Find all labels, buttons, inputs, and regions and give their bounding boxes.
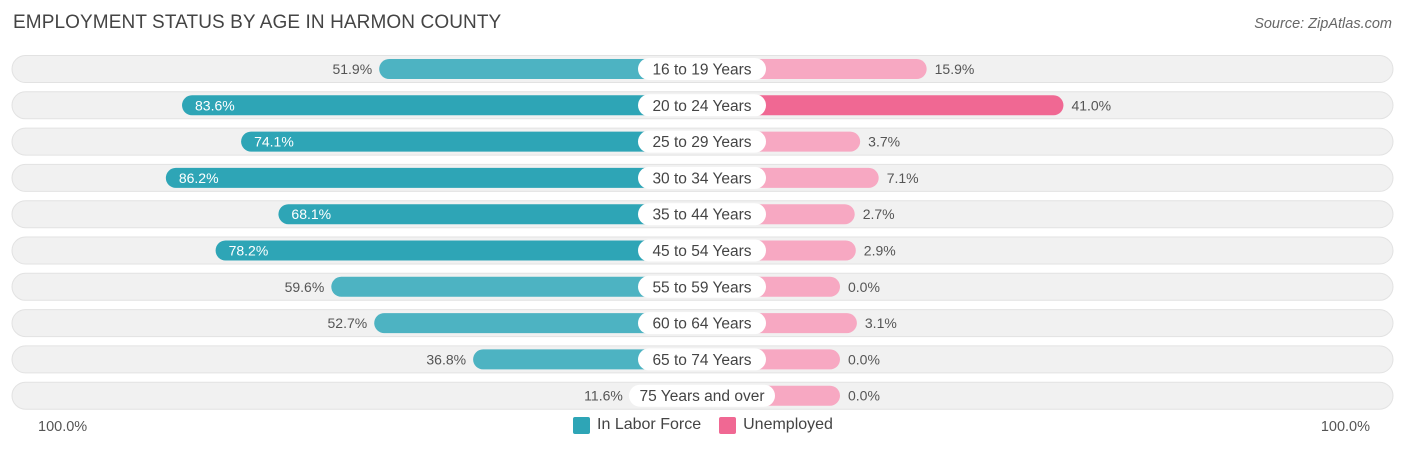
- legend-swatch-unemployed: [719, 416, 737, 434]
- value-label-labor-force: 59.6%: [285, 279, 325, 295]
- category-pill: [638, 239, 766, 262]
- value-label-unemployed: 0.0%: [848, 388, 880, 404]
- category-label: 25 to 29 Years: [652, 134, 751, 151]
- category-pill: [629, 384, 775, 407]
- value-label-labor-force: 52.7%: [328, 315, 368, 331]
- chart-row-9: 65 to 74 Years 36.8% 0.0%: [11, 345, 1394, 374]
- bar-labor-force: [241, 131, 702, 152]
- value-label-labor-force: 86.2%: [179, 170, 219, 186]
- category-label: 60 to 64 Years: [652, 316, 751, 333]
- value-label-unemployed: 2.9%: [864, 243, 896, 259]
- legend: In Labor Force Unemployed: [0, 416, 1406, 434]
- bar-labor-force: [215, 240, 702, 261]
- chart-row-8: 60 to 64 Years 52.7% 3.1%: [11, 309, 1394, 338]
- value-label-unemployed: 2.7%: [863, 206, 895, 222]
- category-pill: [638, 94, 766, 117]
- chart-row-7: 55 to 59 Years 59.6% 0.0%: [11, 272, 1394, 301]
- category-pill: [638, 348, 766, 371]
- category-label: 45 to 54 Years: [652, 243, 751, 260]
- category-label: 35 to 44 Years: [652, 207, 751, 224]
- category-label: 75 Years and over: [640, 388, 765, 405]
- chart-row-3: 25 to 29 Years 74.1% 3.7%: [11, 127, 1394, 156]
- category-pill: [638, 275, 766, 298]
- category-label: 65 to 74 Years: [652, 352, 751, 369]
- axis-right-label: 100.0%: [1320, 419, 1370, 435]
- value-label-labor-force: 78.2%: [229, 243, 269, 259]
- category-pill: [638, 312, 766, 335]
- value-label-unemployed: 41.0%: [1071, 97, 1111, 113]
- bar-labor-force: [331, 276, 702, 297]
- bar-labor-force: [278, 204, 702, 225]
- chart-row-2: 20 to 24 Years 83.6% 41.0%: [11, 91, 1394, 120]
- chart-row-1: 16 to 19 Years 51.9% 15.9%: [11, 55, 1394, 83]
- category-label: 20 to 24 Years: [652, 98, 751, 115]
- category-pill: [638, 130, 766, 153]
- chart-row-10: 75 Years and over 11.6% 0.0%: [11, 381, 1394, 410]
- axis-left-label: 100.0%: [38, 419, 88, 435]
- category-pill: [638, 203, 766, 226]
- category-pill: [638, 58, 766, 80]
- value-label-unemployed: 0.0%: [848, 279, 880, 295]
- chart-row-5: 35 to 44 Years 68.1% 2.7%: [11, 200, 1394, 229]
- legend-swatch-labor-force: [573, 416, 591, 434]
- value-label-labor-force: 11.6%: [584, 388, 623, 404]
- category-pill: [638, 166, 766, 189]
- value-label-labor-force: 68.1%: [291, 206, 331, 222]
- legend-label-labor-force: In Labor Force: [597, 416, 702, 433]
- category-label: 55 to 59 Years: [652, 279, 751, 296]
- legend-label-unemployed: Unemployed: [743, 416, 833, 433]
- chart-row-6: 45 to 54 Years 78.2% 2.9%: [11, 236, 1394, 265]
- bar-labor-force: [374, 313, 702, 334]
- bar-unemployed: [702, 95, 1064, 116]
- value-label-unemployed: 7.1%: [887, 170, 919, 186]
- chart-row-4: 30 to 34 Years 86.2% 7.1%: [11, 163, 1394, 192]
- category-label: 30 to 34 Years: [652, 170, 751, 187]
- value-label-unemployed: 3.7%: [868, 134, 900, 150]
- value-label-unemployed: 15.9%: [935, 61, 975, 77]
- bar-labor-force: [165, 167, 702, 188]
- value-label-labor-force: 74.1%: [254, 134, 294, 150]
- bar-labor-force: [379, 59, 702, 79]
- bar-labor-force: [182, 95, 702, 116]
- chart-title: EMPLOYMENT STATUS BY AGE IN HARMON COUNT…: [13, 12, 502, 33]
- category-label: 16 to 19 Years: [652, 62, 751, 79]
- value-label-labor-force: 36.8%: [426, 351, 466, 367]
- value-label-unemployed: 3.1%: [865, 315, 897, 331]
- chart-source: Source: ZipAtlas.com: [1254, 16, 1392, 32]
- legend-item-unemployed[interactable]: Unemployed: [719, 416, 833, 434]
- value-label-unemployed: 0.0%: [848, 351, 880, 367]
- value-label-labor-force: 51.9%: [332, 61, 372, 77]
- value-label-labor-force: 83.6%: [195, 97, 235, 113]
- legend-item-labor-force[interactable]: In Labor Force: [573, 416, 701, 434]
